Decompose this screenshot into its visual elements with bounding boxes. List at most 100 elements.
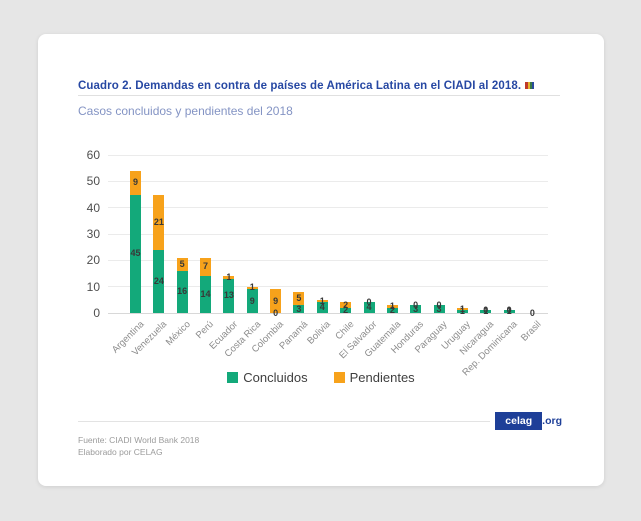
bar-segment-pendientes-Uruguay xyxy=(456,307,468,311)
bar-value-label: 0 xyxy=(506,304,512,315)
brand-suffix: .org xyxy=(542,415,562,427)
bar-segment-concluidos-Venezuela xyxy=(153,249,165,313)
bar-segment-concluidos-Guatemala xyxy=(386,307,398,313)
bar-segment-concluidos-Bolivia xyxy=(316,302,328,313)
bar-segment-pendientes-Costa Rica xyxy=(246,286,258,290)
bar-segment-concluidos-Panamá xyxy=(293,305,305,313)
chart-title: Cuadro 2. Demandas en contra de países d… xyxy=(78,80,522,92)
chart-subtitle: Casos concluidos y pendientes del 2018 xyxy=(78,104,293,118)
bar-value-label: 0 xyxy=(273,307,279,318)
y-axis-tick-0: 0 xyxy=(93,306,100,320)
source-note: Fuente: CIADI World Bank 2018 Elaborado … xyxy=(78,434,199,459)
y-axis-tick-10: 10 xyxy=(86,279,100,294)
y-axis-tick-50: 50 xyxy=(86,174,100,189)
bar-value-label: 24 xyxy=(153,275,164,286)
x-axis-label-Bolivia: Bolivia xyxy=(305,319,334,347)
bar-segment-concluidos-Honduras xyxy=(410,305,422,313)
source-line-2: Elaborado por CELAG xyxy=(78,447,163,458)
bar-value-label: 0 xyxy=(436,299,442,310)
x-axis-label-México: México xyxy=(163,319,193,349)
legend-label-concluidos: Concluidos xyxy=(243,370,308,385)
gridline-y20 xyxy=(108,259,548,261)
bar-segment-pendientes-Guatemala xyxy=(386,305,398,308)
bar-value-label: 2 xyxy=(389,304,395,315)
bar-value-label: 1 xyxy=(459,303,465,314)
y-axis-tick-20: 20 xyxy=(86,253,100,268)
title-divider xyxy=(78,95,560,96)
bar-segment-pendientes-Panamá xyxy=(293,291,305,306)
brand-box: celag xyxy=(495,412,543,430)
y-axis-tick-30: 30 xyxy=(86,227,100,241)
gridline-y30 xyxy=(108,233,548,235)
bar-value-label: 1 xyxy=(226,271,232,282)
gridline-y50 xyxy=(108,180,548,182)
legend-swatch-pendientes xyxy=(333,372,345,383)
bar-segment-pendientes-Argentina xyxy=(130,170,141,195)
bar-value-label: 0 xyxy=(529,307,535,318)
bar-value-label: 0 xyxy=(483,304,489,315)
bar-value-label: 5 xyxy=(296,293,302,304)
bar-segment-concluidos-Chile xyxy=(340,307,352,313)
bar-segment-concluidos-Perú xyxy=(200,276,212,313)
footer-divider xyxy=(78,421,490,422)
bar-value-label: 1 xyxy=(389,300,395,311)
bar-value-label: 4 xyxy=(319,302,325,313)
y-axis-tick-40: 40 xyxy=(86,200,100,215)
bar-segment-concluidos-Rep. Dominicana xyxy=(503,310,515,313)
source-line-1: Fuente: CIADI World Bank 2018 xyxy=(78,435,200,445)
gridline-y60 xyxy=(108,154,548,156)
bar-value-label: 1 xyxy=(506,306,512,317)
x-axis-label-Brasil: Brasil xyxy=(518,319,544,344)
legend-item-concluidos: Concluidos xyxy=(227,370,308,385)
bar-value-label: 7 xyxy=(203,261,209,272)
bar-segment-concluidos-El Salvador xyxy=(363,302,375,313)
bar-value-label: 1 xyxy=(319,295,325,306)
bar-segment-pendientes-Venezuela xyxy=(153,194,165,250)
bar-segment-concluidos-Argentina xyxy=(130,194,141,313)
legend-item-pendientes: Pendientes xyxy=(333,370,415,385)
bar-segment-pendientes-México xyxy=(176,257,188,271)
plot-area: 0 10 20 30 40 50 60 45 9 Argentina 24 21 Venezuela 16… xyxy=(38,34,604,486)
bar-value-label: 3 xyxy=(436,303,442,314)
bar-value-label: 16 xyxy=(177,286,188,297)
bar-value-label: 9 xyxy=(249,295,255,306)
brand-logo[interactable]: celag .org xyxy=(495,412,562,430)
bar-value-label: 0 xyxy=(413,299,419,310)
bar-segment-pendientes-Ecuador xyxy=(223,276,235,279)
bar-segment-concluidos-Uruguay xyxy=(456,310,468,313)
bar-value-label: 1 xyxy=(459,306,465,317)
title-row: Cuadro 2. Demandas en contra de países d… xyxy=(78,76,560,94)
bar-segment-pendientes-Colombia xyxy=(270,289,282,313)
bar-value-label: 45 xyxy=(130,248,141,259)
bar-value-label: 3 xyxy=(296,303,302,314)
gridline-y0 xyxy=(108,312,548,314)
legend: Concluidos Pendientes xyxy=(38,370,604,385)
bar-segment-concluidos-Nicaragua xyxy=(480,310,492,313)
bar-value-label: 4 xyxy=(366,302,372,313)
bar-segment-concluidos-Ecuador xyxy=(223,278,235,313)
bar-value-label: 0 xyxy=(366,296,372,307)
bar-value-label: 1 xyxy=(249,282,255,293)
bar-segment-pendientes-Perú xyxy=(200,257,212,277)
bar-chart: 0 10 20 30 40 50 60 45 9 Argentina 24 21 Venezuela 16… xyxy=(87,148,548,378)
bar-segment-concluidos-Paraguay xyxy=(433,305,445,313)
bar-value-label: 2 xyxy=(343,299,349,310)
bar-segment-concluidos-México xyxy=(176,270,188,313)
y-axis-tick-60: 60 xyxy=(86,148,100,162)
bar-segment-pendientes-Chile xyxy=(340,302,352,308)
bar-value-label: 13 xyxy=(223,290,234,301)
bar-value-label: 9 xyxy=(132,177,138,188)
bar-value-label: 21 xyxy=(153,216,164,227)
flag-icon xyxy=(525,82,535,89)
legend-label-pendientes: Pendientes xyxy=(349,370,415,385)
bar-value-label: 5 xyxy=(179,258,185,269)
gridline-y10 xyxy=(108,286,548,288)
bar-value-label: 9 xyxy=(273,295,279,306)
chart-card: Cuadro 2. Demandas en contra de países d… xyxy=(38,34,604,486)
bar-value-label: 1 xyxy=(483,306,489,317)
legend-swatch-concluidos xyxy=(227,372,239,383)
gridline-y40 xyxy=(108,207,548,209)
bar-value-label: 2 xyxy=(343,304,349,315)
bar-value-label: 14 xyxy=(200,289,211,300)
bar-value-label: 3 xyxy=(413,303,419,314)
